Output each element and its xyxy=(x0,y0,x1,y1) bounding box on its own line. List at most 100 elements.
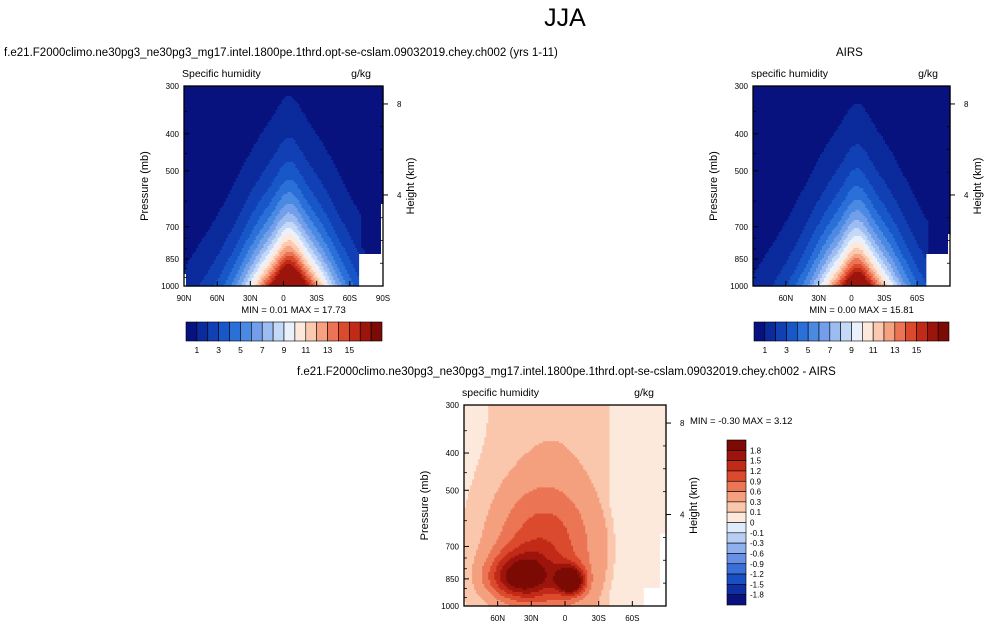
field-cell xyxy=(205,126,209,129)
field-cell xyxy=(361,100,364,103)
field-cell xyxy=(285,88,289,91)
field-cell xyxy=(231,126,235,129)
field-cell xyxy=(329,110,332,113)
field-cell xyxy=(285,104,289,107)
field-cell xyxy=(375,86,378,89)
field-cell xyxy=(271,112,275,115)
field-cell xyxy=(261,124,265,127)
field-cell xyxy=(315,122,318,125)
field-cell xyxy=(337,112,340,115)
field-cell xyxy=(317,126,320,129)
field-cell xyxy=(211,118,215,121)
field-cell xyxy=(199,104,203,107)
field-cell xyxy=(359,108,362,111)
field-cell xyxy=(221,98,225,101)
field-cell xyxy=(341,88,344,91)
field-cell xyxy=(275,98,279,101)
field-cell xyxy=(297,86,301,89)
field-cell xyxy=(285,124,289,127)
field-cell xyxy=(199,120,203,123)
field-cell xyxy=(243,86,247,89)
field-cell xyxy=(343,110,346,113)
field-cell xyxy=(273,102,277,105)
field-cell xyxy=(225,100,229,103)
field-cell xyxy=(355,106,358,109)
field-cell xyxy=(305,120,308,123)
field-cell xyxy=(257,114,261,117)
field-cell xyxy=(359,118,362,121)
field-cell xyxy=(305,102,308,105)
field-cell xyxy=(377,98,380,101)
field-cell xyxy=(273,92,277,95)
field-cell xyxy=(253,92,257,95)
field-cell xyxy=(273,116,277,119)
field-cell xyxy=(251,90,255,93)
field-cell xyxy=(209,90,213,93)
field-cell xyxy=(255,94,259,97)
field-cell xyxy=(321,94,324,97)
field-cell xyxy=(235,124,239,127)
field-cell xyxy=(319,108,322,111)
field-cell xyxy=(199,106,203,109)
field-cell xyxy=(287,88,291,91)
field-cell xyxy=(201,126,205,129)
field-cell xyxy=(185,100,189,103)
field-cell xyxy=(247,96,251,99)
field-cell xyxy=(187,114,191,117)
field-cell xyxy=(229,90,233,93)
field-cell xyxy=(337,100,340,103)
field-cell xyxy=(351,112,354,115)
field-cell xyxy=(303,126,306,129)
field-cell xyxy=(299,120,303,123)
field-cell xyxy=(273,100,277,103)
field-cell xyxy=(305,106,308,109)
field-cell xyxy=(379,114,382,117)
figure-title: JJA xyxy=(0,4,989,33)
field-cell xyxy=(203,94,207,97)
field-cell xyxy=(245,126,249,129)
field-cell xyxy=(227,114,231,117)
field-cell xyxy=(347,96,350,99)
field-cell xyxy=(367,98,370,101)
field-cell xyxy=(277,96,281,99)
field-cell xyxy=(275,120,279,123)
field-cell xyxy=(207,122,211,125)
field-cell xyxy=(231,100,235,103)
field-cell xyxy=(217,86,221,89)
field-cell xyxy=(333,112,336,115)
field-cell xyxy=(215,116,219,119)
field-cell xyxy=(241,114,245,117)
field-cell xyxy=(381,122,384,125)
field-cell xyxy=(361,108,364,111)
field-cell xyxy=(263,104,267,107)
field-cell xyxy=(227,92,231,95)
field-cell xyxy=(197,120,201,123)
field-cell xyxy=(367,112,370,115)
field-cell xyxy=(187,116,191,119)
field-cell xyxy=(227,106,231,109)
field-cell xyxy=(343,102,346,105)
field-cell xyxy=(229,100,233,103)
field-cell xyxy=(317,106,320,109)
field-cell xyxy=(337,102,340,105)
field-cell xyxy=(184,124,187,127)
field-cell xyxy=(343,108,346,111)
field-cell xyxy=(355,112,358,115)
field-cell xyxy=(351,118,354,121)
field-cell xyxy=(355,96,358,99)
field-cell xyxy=(237,100,241,103)
field-cell xyxy=(339,100,342,103)
field-cell xyxy=(321,122,324,125)
field-cell xyxy=(341,108,344,111)
field-cell xyxy=(357,94,360,97)
field-cell xyxy=(303,114,306,117)
field-cell xyxy=(313,102,316,105)
field-cell xyxy=(235,114,239,117)
field-cell xyxy=(259,112,263,115)
field-cell xyxy=(207,120,211,123)
field-cell xyxy=(263,92,267,95)
field-cell xyxy=(339,118,342,121)
field-cell xyxy=(205,98,209,101)
field-cell xyxy=(199,122,203,125)
field-cell xyxy=(263,126,267,129)
